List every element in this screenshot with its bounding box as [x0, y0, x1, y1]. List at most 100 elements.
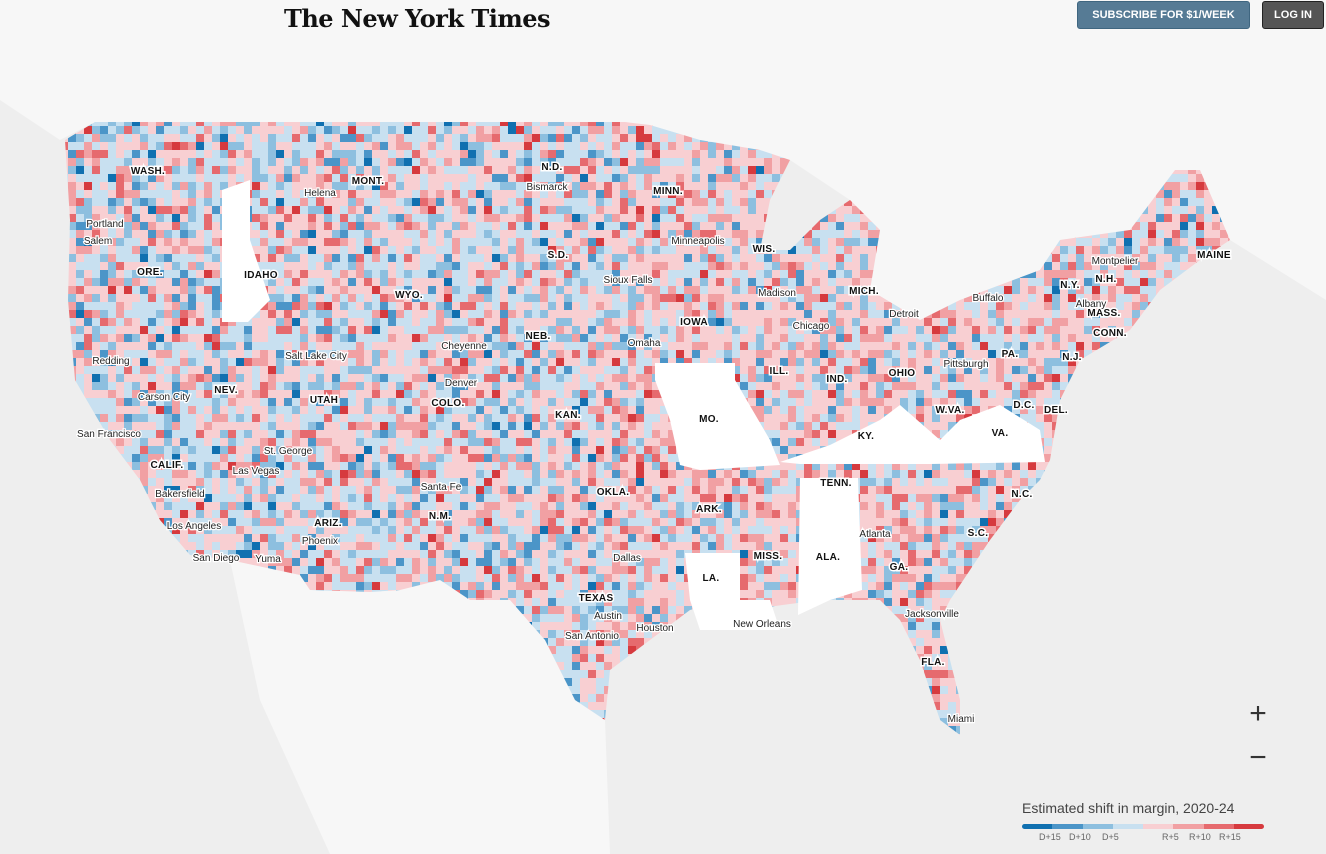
- county-cell: [916, 318, 924, 326]
- county-cell: [124, 334, 132, 342]
- county-cell: [92, 150, 100, 158]
- county-cell: [476, 334, 484, 342]
- county-cell: [628, 142, 636, 150]
- county-cell: [548, 246, 556, 254]
- county-cell: [596, 262, 604, 270]
- county-cell: [372, 326, 380, 334]
- county-cell: [316, 142, 324, 150]
- county-cell: [740, 270, 748, 278]
- county-cell: [604, 278, 612, 286]
- county-cell: [1140, 334, 1148, 342]
- county-cell: [148, 230, 156, 238]
- county-cell: [516, 342, 524, 350]
- county-cell: [492, 270, 500, 278]
- county-cell: [636, 158, 644, 166]
- county-cell: [180, 166, 188, 174]
- county-cell: [444, 166, 452, 174]
- county-cell: [500, 238, 508, 246]
- county-cell: [580, 302, 588, 310]
- county-cell: [252, 222, 260, 230]
- county-cell: [364, 302, 372, 310]
- county-cell: [212, 302, 220, 310]
- county-cell: [124, 318, 132, 326]
- county-cell: [572, 326, 580, 334]
- county-cell: [380, 374, 388, 382]
- county-cell: [180, 334, 188, 342]
- county-cell: [852, 374, 860, 382]
- county-cell: [292, 134, 300, 142]
- county-cell: [788, 318, 796, 326]
- county-cell: [1180, 286, 1188, 294]
- county-cell: [356, 190, 364, 198]
- county-cell: [108, 190, 116, 198]
- county-cell: [324, 382, 332, 390]
- county-cell: [484, 366, 492, 374]
- county-cell: [580, 350, 588, 358]
- county-cell: [780, 350, 788, 358]
- county-cell: [804, 262, 812, 270]
- county-cell: [196, 382, 204, 390]
- county-cell: [740, 182, 748, 190]
- county-cell: [612, 222, 620, 230]
- county-cell: [724, 190, 732, 198]
- county-cell: [436, 294, 444, 302]
- county-cell: [332, 150, 340, 158]
- county-cell: [684, 318, 692, 326]
- county-cell: [1100, 294, 1108, 302]
- county-cell: [348, 198, 356, 206]
- county-cell: [844, 374, 852, 382]
- county-cell: [1188, 214, 1196, 222]
- county-cell: [1212, 382, 1220, 390]
- county-cell: [660, 326, 668, 334]
- county-cell: [1228, 262, 1230, 270]
- county-cell: [620, 326, 628, 334]
- county-cell: [564, 342, 572, 350]
- county-cell: [748, 358, 756, 366]
- county-cell: [1044, 382, 1052, 390]
- county-cell: [828, 190, 836, 198]
- county-cell: [412, 334, 420, 342]
- county-cell: [716, 294, 724, 302]
- county-cell: [612, 342, 620, 350]
- county-cell: [460, 142, 468, 150]
- county-cell: [532, 334, 540, 342]
- county-cell: [444, 142, 452, 150]
- county-cell: [588, 222, 596, 230]
- county-cell: [268, 238, 276, 246]
- county-cell: [436, 206, 444, 214]
- county-cell: [436, 150, 444, 158]
- county-cell: [1172, 326, 1180, 334]
- county-cell: [468, 286, 476, 294]
- county-cell: [140, 222, 148, 230]
- county-cell: [1036, 342, 1044, 350]
- county-cell: [276, 382, 284, 390]
- county-cell: [108, 366, 116, 374]
- county-cell: [684, 166, 692, 174]
- county-cell: [508, 122, 516, 126]
- county-cell: [492, 222, 500, 230]
- county-cell: [716, 198, 724, 206]
- county-cell: [636, 206, 644, 214]
- county-cell: [76, 158, 84, 166]
- county-cell: [556, 246, 564, 254]
- county-cell: [1140, 214, 1148, 222]
- county-cell: [404, 358, 412, 366]
- county-cell: [676, 302, 684, 310]
- county-cell: [412, 166, 420, 174]
- county-cell: [420, 166, 428, 174]
- county-cell: [812, 358, 820, 366]
- county-cell: [572, 238, 580, 246]
- county-cell: [260, 358, 268, 366]
- county-cell: [556, 134, 564, 142]
- county-cell: [588, 134, 596, 142]
- county-cell: [92, 310, 100, 318]
- county-cell: [1028, 310, 1036, 318]
- county-cell: [500, 350, 508, 358]
- county-cell: [684, 262, 692, 270]
- county-cell: [772, 246, 780, 254]
- county-cell: [780, 238, 788, 246]
- county-cell: [1220, 302, 1228, 310]
- county-cell: [1020, 310, 1028, 318]
- county-cell: [1004, 374, 1012, 382]
